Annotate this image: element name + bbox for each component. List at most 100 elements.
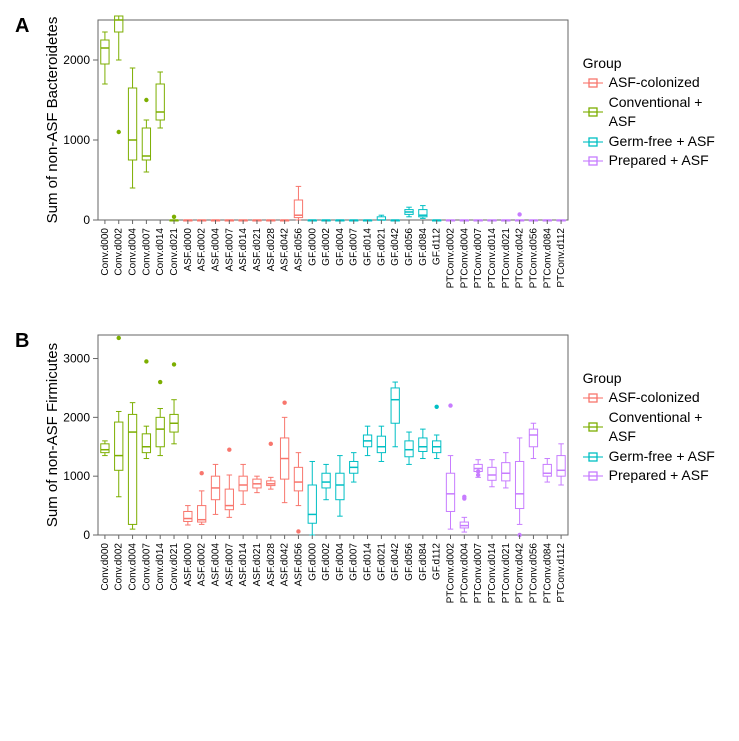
x-tick-label: GF.d014 bbox=[362, 228, 373, 266]
x-tick-label: PTConv.d007 bbox=[473, 543, 484, 604]
legend-item: ASF-colonized bbox=[583, 73, 724, 93]
x-tick-label: GF.d084 bbox=[417, 228, 428, 266]
svg-text:2000: 2000 bbox=[63, 53, 90, 67]
x-tick-label: GF.d021 bbox=[376, 543, 387, 581]
x-tick-label: GF.d021 bbox=[376, 228, 387, 266]
x-tick-label: PTConv.d112 bbox=[556, 543, 567, 603]
x-tick-label: ASF.d014 bbox=[238, 228, 249, 272]
x-tick-label: GF.d007 bbox=[348, 543, 359, 581]
x-tick-label: GF.d042 bbox=[390, 228, 401, 266]
x-tick-label: ASF.d056 bbox=[293, 543, 304, 587]
legend-item: Germ-free + ASF bbox=[583, 447, 724, 467]
x-tick-label: ASF.d002 bbox=[196, 228, 207, 272]
legend-item: Conventional + ASF bbox=[583, 408, 724, 447]
x-tick-label: GF.d056 bbox=[404, 228, 415, 266]
panel: A010002000Sum of non-ASF BacteroidetesCo… bbox=[15, 15, 724, 310]
x-tick-label: GF.d042 bbox=[390, 543, 401, 581]
x-tick-label: ASF.d000 bbox=[182, 543, 193, 587]
legend-label: Germ-free + ASF bbox=[609, 132, 715, 152]
legend-title: Group bbox=[583, 55, 724, 71]
x-tick-label: PTConv.d042 bbox=[514, 543, 525, 604]
chart-svg: 0 1000 2000 3000Sum of non-ASF Firmicutes Co… bbox=[43, 330, 573, 625]
y-axis-label: Sum of non-ASF Firmicutes bbox=[44, 343, 61, 527]
x-tick-label: GF.d007 bbox=[348, 228, 359, 266]
x-tick-label: PTConv.d014 bbox=[487, 228, 498, 289]
x-tick-label: PTConv.d056 bbox=[528, 228, 539, 289]
legend-label: Prepared + ASF bbox=[609, 151, 709, 171]
x-tick-label: ASF.d002 bbox=[196, 543, 207, 587]
x-tick-label: Conv.d000 bbox=[100, 228, 111, 276]
x-tick-label: ASF.d021 bbox=[252, 543, 263, 587]
panel-wrap: A010002000Sum of non-ASF BacteroidetesCo… bbox=[15, 15, 724, 625]
legend-swatch bbox=[583, 135, 603, 149]
legend-swatch bbox=[583, 469, 603, 483]
x-tick-label: Conv.d000 bbox=[100, 543, 111, 591]
x-tick-label: GF.d002 bbox=[321, 543, 332, 581]
x-tick-label: ASF.d007 bbox=[224, 228, 235, 272]
x-tick-label: GF.d000 bbox=[307, 543, 318, 581]
x-tick-label: PTConv.d084 bbox=[542, 543, 553, 604]
x-tick-label: PTConv.d112 bbox=[556, 228, 567, 288]
x-tick-label: GF.d112 bbox=[431, 543, 442, 580]
x-tick-label: Conv.d021 bbox=[169, 543, 180, 591]
x-tick-label: Conv.d002 bbox=[113, 228, 124, 276]
x-tick-label: Conv.d014 bbox=[155, 228, 166, 276]
x-tick-label: PTConv.d084 bbox=[542, 228, 553, 289]
x-tick-label: ASF.d007 bbox=[224, 543, 235, 587]
x-tick-label: PTConv.d004 bbox=[459, 543, 470, 604]
y-axis-label: Sum of non-ASF Bacteroidetes bbox=[44, 17, 61, 224]
svg-text:2000: 2000 bbox=[63, 410, 90, 424]
x-tick-label: PTConv.d002 bbox=[445, 228, 456, 289]
x-tick-label: PTConv.d021 bbox=[500, 228, 511, 289]
x-tick-label: GF.d000 bbox=[307, 228, 318, 266]
panel-label: B bbox=[15, 330, 43, 353]
x-tick-label: PTConv.d004 bbox=[459, 228, 470, 289]
x-tick-label: ASF.d004 bbox=[210, 543, 221, 587]
x-tick-label: ASF.d042 bbox=[279, 543, 290, 587]
x-tick-label: GF.d002 bbox=[321, 228, 332, 266]
legend-item: Germ-free + ASF bbox=[583, 132, 724, 152]
x-tick-label: PTConv.d042 bbox=[514, 228, 525, 289]
x-tick-label: Conv.d014 bbox=[155, 543, 166, 591]
x-tick-label: PTConv.d002 bbox=[445, 543, 456, 604]
legend-swatch bbox=[583, 391, 603, 405]
svg-text:0: 0 bbox=[83, 528, 90, 542]
x-tick-label: Conv.d007 bbox=[141, 228, 152, 276]
legend-item: Conventional + ASF bbox=[583, 93, 724, 132]
legend-label: Conventional + ASF bbox=[609, 408, 724, 447]
x-tick-label: PTConv.d021 bbox=[500, 543, 511, 604]
x-tick-label: PTConv.d007 bbox=[473, 228, 484, 289]
legend-label: ASF-colonized bbox=[609, 388, 700, 408]
x-tick-label: ASF.d021 bbox=[252, 228, 263, 272]
legend-item: Prepared + ASF bbox=[583, 151, 724, 171]
x-tick-label: ASF.d004 bbox=[210, 228, 221, 272]
svg-text:1000: 1000 bbox=[63, 133, 90, 147]
legend-title: Group bbox=[583, 370, 724, 386]
x-tick-label: Conv.d021 bbox=[169, 228, 180, 276]
x-tick-label: Conv.d004 bbox=[127, 543, 138, 591]
svg-text:3000: 3000 bbox=[63, 352, 90, 366]
svg-text:1000: 1000 bbox=[63, 469, 90, 483]
legend-label: Prepared + ASF bbox=[609, 466, 709, 486]
x-tick-label: Conv.d002 bbox=[113, 543, 124, 591]
legend-swatch bbox=[583, 154, 603, 168]
x-tick-label: PTConv.d056 bbox=[528, 543, 539, 604]
x-tick-label: GF.d112 bbox=[431, 228, 442, 265]
x-tick-label: PTConv.d014 bbox=[487, 543, 498, 604]
x-tick-label: ASF.d042 bbox=[279, 228, 290, 272]
legend-item: Prepared + ASF bbox=[583, 466, 724, 486]
x-tick-label: ASF.d014 bbox=[238, 543, 249, 587]
legend-swatch bbox=[583, 105, 603, 119]
x-tick-label: ASF.d028 bbox=[265, 543, 276, 587]
legend-label: Conventional + ASF bbox=[609, 93, 724, 132]
x-tick-label: GF.d004 bbox=[335, 543, 346, 581]
x-tick-label: GF.d004 bbox=[335, 228, 346, 266]
legend-swatch bbox=[583, 420, 603, 434]
chart-svg: 0 1000 2000Sum of non-ASF Bacteroidetes Con… bbox=[43, 15, 573, 310]
svg-text:0: 0 bbox=[83, 213, 90, 227]
legend-label: ASF-colonized bbox=[609, 73, 700, 93]
legend-item: ASF-colonized bbox=[583, 388, 724, 408]
x-tick-label: ASF.d000 bbox=[182, 228, 193, 272]
x-tick-label: GF.d084 bbox=[417, 543, 428, 581]
x-tick-label: Conv.d007 bbox=[141, 543, 152, 591]
